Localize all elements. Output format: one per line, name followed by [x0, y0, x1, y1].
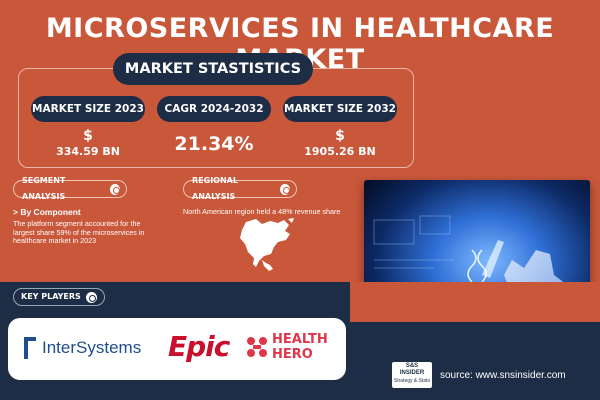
healthhero-logo-line1: HEALTH [272, 332, 328, 347]
intersystems-mark-icon [24, 337, 36, 359]
intersystems-logo: InterSystems [42, 338, 142, 357]
regional-description: North American region held a 48% revenue… [183, 207, 341, 216]
epic-logo: Epic [168, 330, 230, 363]
sns-insider-logo: S&S INSIDER Strategy & Stats [392, 362, 432, 388]
north-america-map [240, 218, 294, 271]
stats-section-title: MARKET STASTISTICS [113, 53, 313, 85]
regional-analysis-title: REGIONAL ANALYSIS [192, 176, 238, 201]
stat-label-market-size-2032: MARKET SIZE 2032 [283, 96, 397, 122]
source-text: source: www.snsinsider.com [440, 370, 566, 381]
segment-analysis-tag: SEGMENT ANALYSIS [13, 176, 127, 201]
stat-currency-2032: $ [335, 128, 345, 144]
globe-icon [280, 183, 290, 195]
segment-analysis-title: SEGMENT ANALYSIS [22, 176, 66, 201]
brand-line1: S&S [405, 363, 419, 369]
stat-value-cagr: 21.34% [174, 133, 254, 155]
healthhero-mark-icon [247, 337, 267, 357]
stat-currency-2023: $ [83, 128, 93, 144]
brand-line2: INSIDER [399, 370, 425, 376]
regional-analysis-tag: REGIONAL ANALYSIS [183, 176, 297, 201]
band-curve [350, 282, 600, 322]
stat-value-market-size-2032: 1905.26 BN [304, 145, 376, 158]
key-players-tag: KEY PLAYERS [13, 288, 105, 306]
chart-icon [109, 183, 120, 195]
key-players-logos: InterSystems Epic HEALTH HERO [8, 318, 346, 380]
segment-subtitle: > By Component [13, 207, 81, 217]
stat-value-market-size-2023: 334.59 BN [56, 145, 120, 158]
players-icon [85, 291, 97, 303]
stat-label-cagr: CAGR 2024-2032 [157, 96, 271, 122]
segment-description: The platform segment accounted for the l… [13, 219, 145, 246]
brand-tagline: Strategy & Stats [393, 378, 431, 384]
healthhero-logo-line2: HERO [272, 347, 313, 362]
key-players-title: KEY PLAYERS [21, 292, 81, 301]
stat-label-market-size-2023: MARKET SIZE 2023 [31, 96, 145, 122]
